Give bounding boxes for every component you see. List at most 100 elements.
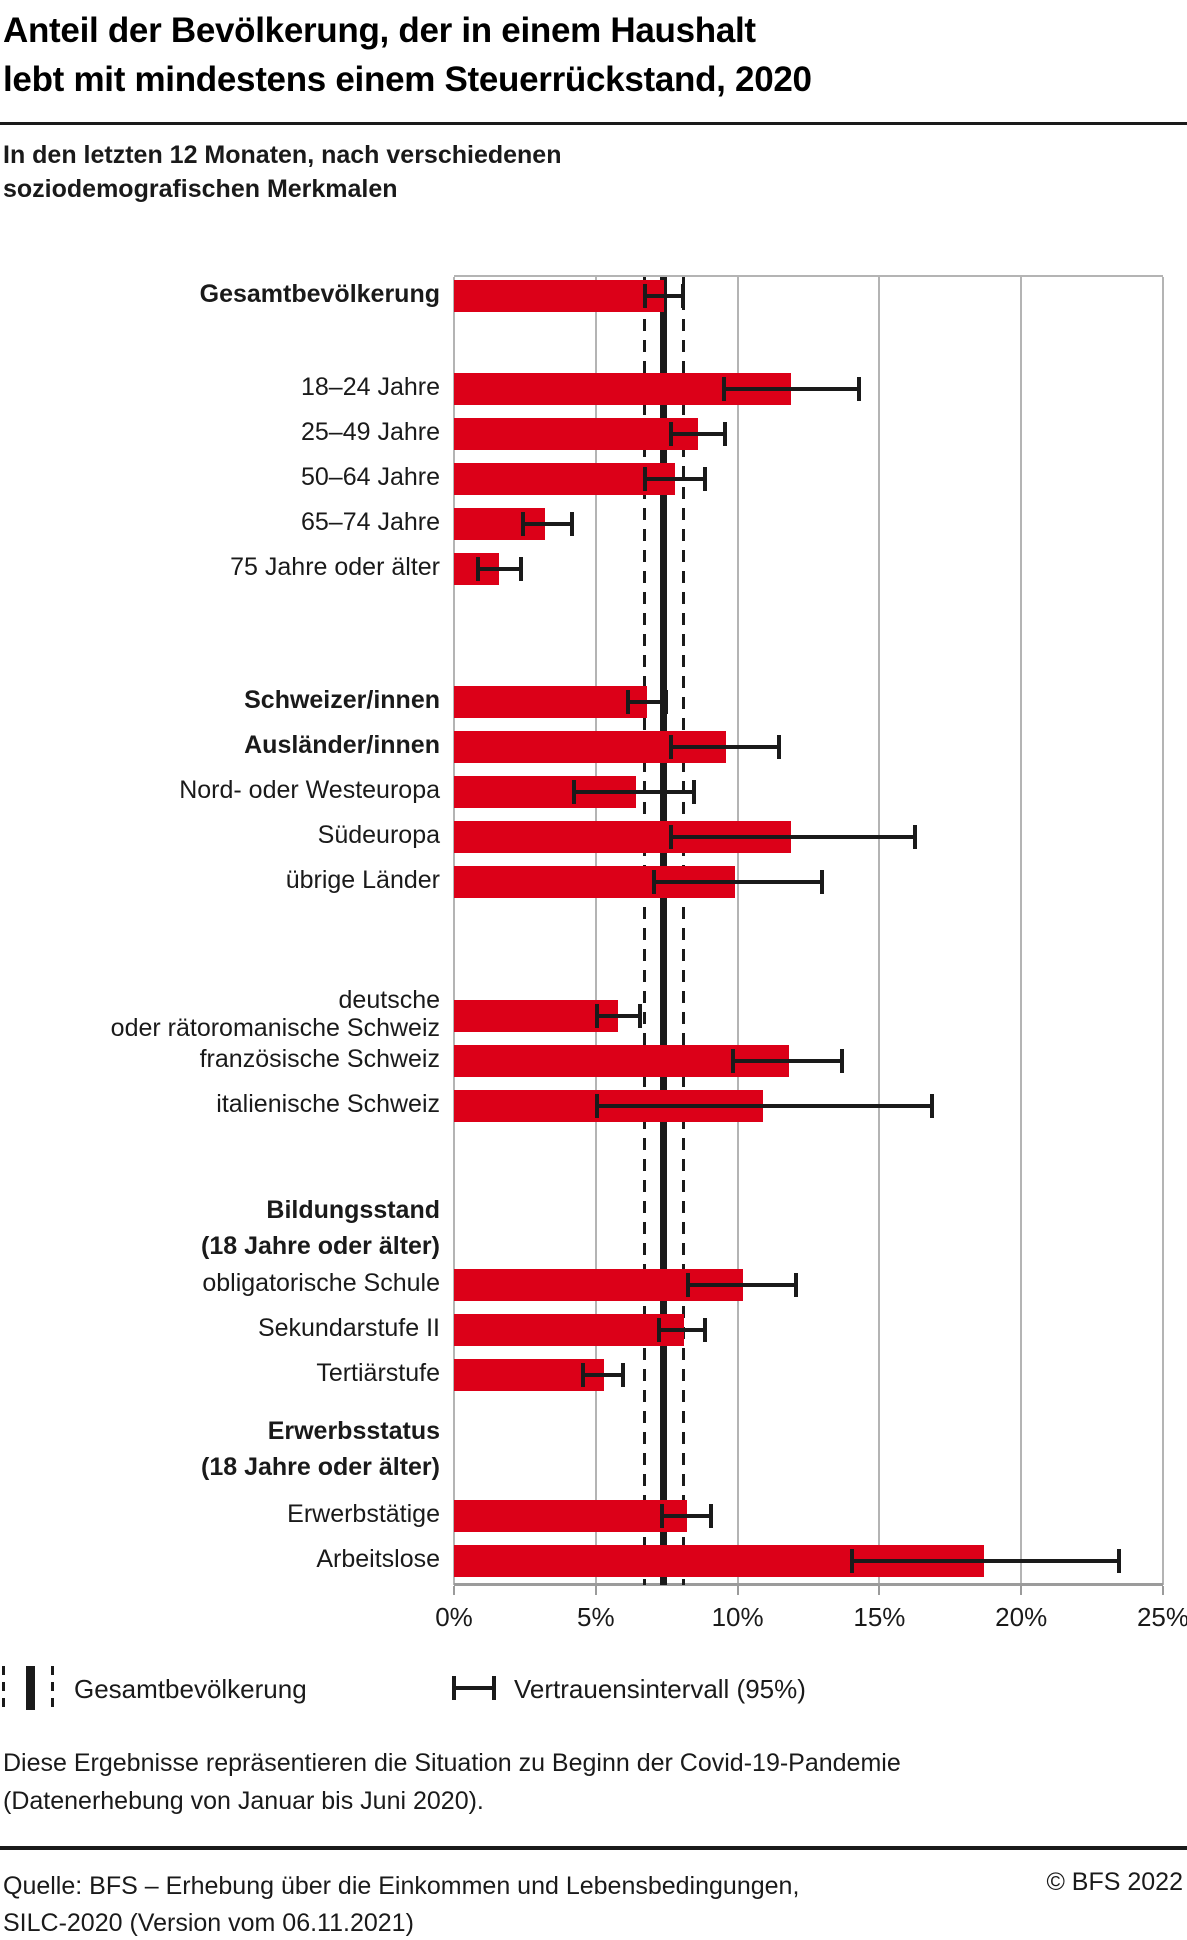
group-header-label: Bildungsstand (18 Jahre oder älter) bbox=[201, 1192, 440, 1264]
category-label: 18–24 Jahre bbox=[301, 373, 440, 401]
category-label-line: 18–24 Jahre bbox=[300, 373, 440, 401]
category-label: französische Schweiz bbox=[200, 1045, 440, 1073]
category-label: Ausländer/innen bbox=[244, 731, 440, 759]
confidence-interval-cap-right bbox=[638, 1004, 643, 1028]
confidence-interval-cap-left bbox=[660, 1504, 665, 1528]
chart-title: Anteil der Bevölkerung, der in einem Hau… bbox=[3, 6, 812, 104]
confidence-interval-cap-right bbox=[777, 735, 782, 759]
category-label: obligatorische Schule bbox=[202, 1269, 440, 1297]
category-label: Erwerbstätige bbox=[287, 1500, 440, 1528]
axis-tick-label: 20% bbox=[995, 1602, 1048, 1632]
chart-subtitle-line1: In den letzten 12 Monaten, nach verschie… bbox=[3, 141, 562, 169]
axis-tick bbox=[1162, 1586, 1164, 1595]
category-label: Arbeitslose bbox=[316, 1545, 440, 1573]
category-label: 75 Jahre oder älter bbox=[230, 553, 440, 581]
confidence-interval-line bbox=[658, 1328, 707, 1332]
legend-reference-dash-right bbox=[51, 1666, 54, 1710]
confidence-interval-cap-left bbox=[722, 377, 727, 401]
axis-tick bbox=[878, 1586, 881, 1595]
category-label-line: Schweizer/innen bbox=[244, 686, 440, 714]
confidence-interval-line bbox=[686, 1283, 798, 1287]
legend-ci-label: Vertrauensintervall (95%) bbox=[514, 1674, 806, 1704]
category-label-line: Erwerbstätige bbox=[287, 1500, 440, 1528]
confidence-interval-line bbox=[652, 880, 823, 884]
category-label-line: Arbeitslose bbox=[316, 1545, 440, 1573]
confidence-interval-line bbox=[573, 790, 696, 794]
source-line1: Quelle: BFS – Erhebung über die Einkomme… bbox=[3, 1872, 800, 1900]
confidence-interval-cap-right bbox=[703, 467, 708, 491]
confidence-interval-cap-left bbox=[475, 557, 480, 581]
category-label: 65–74 Jahre bbox=[301, 508, 440, 536]
category-label-line: übrige Länder bbox=[285, 866, 440, 894]
category-label-line: 25–49 Jahre bbox=[300, 418, 440, 446]
confidence-interval-cap-right bbox=[709, 1504, 714, 1528]
category-label: italienische Schweiz bbox=[216, 1090, 440, 1118]
category-label-line: 65–74 Jahre bbox=[300, 508, 440, 536]
bar bbox=[454, 686, 647, 718]
confidence-interval-line bbox=[522, 522, 574, 526]
confidence-interval-cap-left bbox=[668, 422, 673, 446]
confidence-interval-line bbox=[644, 477, 707, 481]
confidence-interval-cap-left bbox=[643, 467, 647, 491]
legend: Gesamtbevölkerung Vertrauensintervall (9… bbox=[0, 1660, 1187, 1716]
confidence-interval-cap-right bbox=[703, 1318, 708, 1342]
confidence-interval-cap-right bbox=[692, 780, 697, 804]
confidence-interval-cap-left bbox=[657, 1318, 662, 1342]
bar bbox=[454, 1314, 684, 1346]
footnote-line2: (Datenerhebung von Januar bis Juni 2020)… bbox=[3, 1787, 484, 1815]
gridline bbox=[453, 277, 455, 1585]
category-label: übrige Länder bbox=[286, 866, 440, 894]
gridline bbox=[736, 277, 739, 1585]
confidence-interval-line bbox=[595, 1104, 934, 1108]
title-divider bbox=[0, 122, 1187, 125]
chart-subtitle: In den letzten 12 Monaten, nach verschie… bbox=[3, 138, 561, 206]
confidence-interval-cap-right bbox=[930, 1094, 935, 1118]
group-header-line: Bildungsstand bbox=[266, 1196, 440, 1224]
axis-tick bbox=[736, 1586, 739, 1595]
category-label-line: Ausländer/innen bbox=[244, 731, 440, 759]
axis-tick-label: 25% bbox=[1136, 1602, 1187, 1632]
legend-ci-icon bbox=[452, 1660, 512, 1716]
group-header-line: (18 Jahre oder älter) bbox=[201, 1453, 440, 1481]
legend-reference-icon bbox=[2, 1660, 58, 1716]
confidence-interval-cap-right bbox=[570, 512, 575, 536]
axis-tick-label: 5% bbox=[577, 1602, 615, 1632]
confidence-interval-line bbox=[581, 1373, 625, 1377]
category-label: deutsche oder rätoromanische Schweiz bbox=[111, 986, 440, 1042]
plot-area bbox=[453, 275, 1164, 1585]
reference-ci-line bbox=[642, 277, 646, 1585]
source-note: Quelle: BFS – Erhebung über die Einkomme… bbox=[3, 1868, 799, 1940]
source-line2: SILC-2020 (Version vom 06.11.2021) bbox=[3, 1909, 414, 1937]
bar bbox=[454, 418, 698, 450]
chart-subtitle-line2: soziodemografischen Merkmalen bbox=[3, 175, 398, 203]
axis-tick bbox=[453, 1586, 455, 1595]
confidence-interval-line bbox=[661, 1514, 713, 1518]
gridline bbox=[878, 277, 881, 1585]
confidence-interval-cap-left bbox=[651, 870, 656, 894]
confidence-interval-cap-right bbox=[819, 870, 824, 894]
category-label-line: Gesamtbevölkerung bbox=[199, 280, 440, 308]
confidence-interval-cap-left bbox=[668, 825, 673, 849]
confidence-interval-line bbox=[669, 432, 727, 436]
axis-tick-label: 15% bbox=[853, 1602, 906, 1632]
confidence-interval-cap-right bbox=[519, 557, 524, 581]
confidence-interval-cap-right bbox=[913, 825, 918, 849]
legend-reference-label: Gesamtbevölkerung bbox=[74, 1674, 307, 1704]
group-header-line: (18 Jahre oder älter) bbox=[201, 1232, 440, 1260]
confidence-interval-line bbox=[595, 1014, 642, 1018]
confidence-interval-cap-left bbox=[685, 1273, 690, 1297]
category-label-line: Sekundarstufe II bbox=[257, 1314, 440, 1342]
x-axis-labels: 0% 5% 10% 15% 20% 25% bbox=[435, 1602, 1187, 1636]
legend-reference-dash-left bbox=[2, 1666, 5, 1710]
confidence-interval-cap-right bbox=[723, 422, 728, 446]
confidence-interval-cap-left bbox=[643, 284, 647, 308]
category-label-line: 50–64 Jahre bbox=[300, 463, 440, 491]
confidence-interval-cap-left bbox=[572, 780, 577, 804]
confidence-interval-cap-left bbox=[580, 1363, 585, 1387]
category-label: 50–64 Jahre bbox=[301, 463, 440, 491]
confidence-interval-cap-right bbox=[1117, 1549, 1122, 1573]
bar bbox=[454, 463, 676, 495]
axis-tick bbox=[1020, 1586, 1023, 1595]
legend-ci-line bbox=[452, 1686, 496, 1690]
confidence-interval-line bbox=[626, 700, 667, 704]
